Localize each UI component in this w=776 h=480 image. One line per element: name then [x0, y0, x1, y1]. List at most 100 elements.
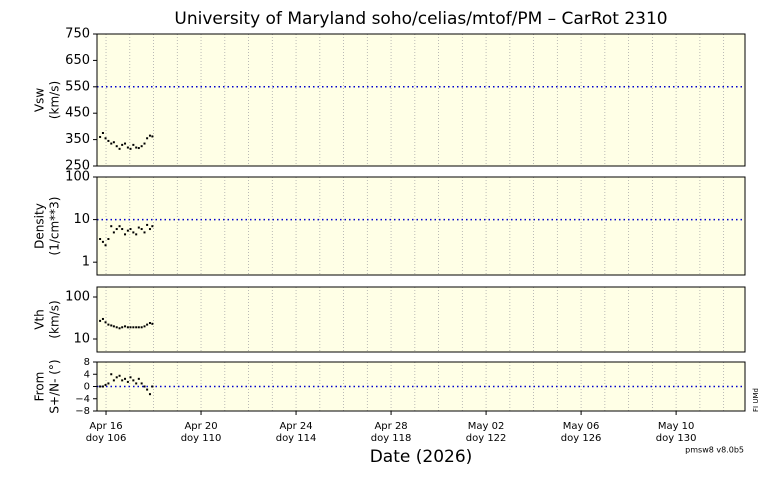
data-point: [140, 145, 143, 148]
data-point: [151, 225, 154, 228]
data-point: [126, 229, 129, 232]
data-point: [121, 228, 124, 231]
data-point: [126, 146, 129, 149]
data-point: [112, 325, 115, 328]
y-axis-unit: (1/cm**3): [48, 197, 62, 256]
plot-frame: [96, 176, 746, 276]
data-point: [104, 383, 107, 386]
data-point: [124, 325, 127, 328]
y-axis-label: Density: [33, 203, 47, 249]
data-point: [143, 325, 146, 328]
x-tick-label: May 02: [468, 421, 505, 432]
y-tick-label: 100: [65, 289, 90, 304]
data-point: [140, 228, 143, 231]
data-point: [129, 147, 132, 150]
data-point: [140, 326, 143, 329]
y-tick-label: 550: [65, 79, 90, 94]
y-axis-unit: S+/N- (°): [48, 359, 62, 413]
y-tick-label: 0: [84, 382, 90, 393]
data-point: [118, 327, 121, 330]
y-axis-label: From: [33, 372, 47, 402]
data-point: [137, 326, 140, 329]
data-point: [148, 393, 151, 396]
plot-frame: [96, 361, 746, 412]
data-point: [151, 135, 154, 138]
y-axis-label: Vth: [33, 309, 47, 330]
data-point: [124, 142, 127, 145]
data-point: [99, 135, 102, 138]
x-tick-doy: doy 130: [656, 433, 697, 444]
data-point: [151, 385, 154, 388]
data-point: [140, 382, 143, 385]
data-point: [135, 146, 138, 149]
x-tick-doy: doy 122: [466, 433, 507, 444]
data-point: [132, 326, 135, 329]
data-point: [137, 147, 140, 150]
x-tick-label: Apr 16: [89, 421, 122, 432]
data-point: [112, 141, 115, 144]
data-point: [129, 376, 132, 379]
data-point: [121, 379, 124, 382]
side-note: FI UMd: [752, 388, 760, 412]
data-point: [124, 377, 127, 380]
y-tick-label: 4: [84, 369, 90, 380]
x-tick-label: Apr 20: [184, 421, 217, 432]
data-point: [118, 374, 121, 377]
data-point: [143, 385, 146, 388]
plot-area: [97, 177, 745, 275]
data-point: [104, 321, 107, 324]
y-axis-label: Vsw: [33, 88, 47, 112]
data-point: [104, 137, 107, 140]
x-tick-doy: doy 114: [276, 433, 317, 444]
y-tick-label: 750: [65, 27, 90, 42]
data-point: [126, 380, 129, 383]
y-axis-unit: (km/s): [48, 81, 62, 119]
data-point: [124, 233, 127, 236]
x-tick-label: May 10: [658, 421, 695, 432]
y-tick-label: 10: [73, 212, 90, 227]
data-point: [148, 322, 151, 325]
x-tick-label: Apr 24: [279, 421, 312, 432]
data-point: [115, 228, 118, 231]
plot-area: [97, 287, 745, 352]
data-point: [132, 143, 135, 146]
data-point: [135, 326, 138, 329]
data-point: [118, 147, 121, 150]
x-tick-doy: doy 118: [371, 433, 412, 444]
data-point: [107, 323, 110, 326]
data-point: [146, 137, 149, 140]
data-point: [101, 317, 104, 320]
data-point: [143, 231, 146, 234]
data-point: [148, 134, 151, 137]
data-point: [146, 323, 149, 326]
data-point: [99, 385, 102, 388]
data-point: [99, 238, 102, 241]
x-tick-doy: doy 106: [86, 433, 127, 444]
data-point: [121, 143, 124, 146]
data-point: [121, 326, 124, 329]
data-point: [132, 231, 135, 234]
data-point: [137, 377, 140, 380]
data-point: [126, 326, 129, 329]
data-point: [112, 231, 115, 234]
data-point: [110, 225, 113, 228]
data-point: [107, 238, 110, 241]
x-tick-doy: doy 110: [181, 433, 222, 444]
y-tick-label: 350: [65, 132, 90, 147]
data-point: [115, 376, 118, 379]
data-point: [115, 145, 118, 148]
plot-area: [97, 34, 745, 166]
data-point: [99, 319, 102, 322]
data-point: [146, 388, 149, 391]
data-point: [137, 226, 140, 229]
y-tick-label: 8: [84, 357, 90, 368]
x-axis-label: Date (2026): [370, 447, 473, 467]
data-point: [143, 142, 146, 145]
plot-frame: [96, 33, 746, 167]
data-point: [104, 244, 107, 247]
y-axis-unit: (km/s): [48, 300, 62, 338]
data-point: [107, 382, 110, 385]
x-tick-label: May 06: [563, 421, 600, 432]
data-point: [135, 382, 138, 385]
